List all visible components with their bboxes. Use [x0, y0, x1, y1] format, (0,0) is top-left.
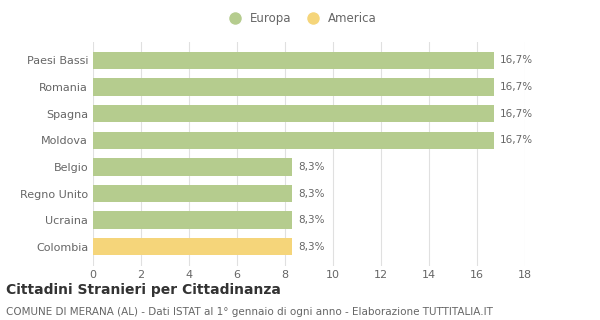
Bar [93, 78, 494, 96]
Bar [93, 132, 494, 149]
Text: 16,7%: 16,7% [500, 135, 533, 145]
Bar [93, 158, 292, 176]
Text: 16,7%: 16,7% [500, 55, 533, 65]
Text: COMUNE DI MERANA (AL) - Dati ISTAT al 1° gennaio di ogni anno - Elaborazione TUT: COMUNE DI MERANA (AL) - Dati ISTAT al 1°… [6, 307, 493, 317]
Bar [93, 238, 292, 255]
Text: 8,3%: 8,3% [298, 242, 325, 252]
Bar [93, 185, 292, 202]
Text: 16,7%: 16,7% [500, 82, 533, 92]
Text: 8,3%: 8,3% [298, 188, 325, 198]
Text: 16,7%: 16,7% [500, 109, 533, 119]
Legend: Europa, America: Europa, America [218, 7, 382, 30]
Text: 8,3%: 8,3% [298, 215, 325, 225]
Bar [93, 52, 494, 69]
Text: Cittadini Stranieri per Cittadinanza: Cittadini Stranieri per Cittadinanza [6, 283, 281, 297]
Text: 8,3%: 8,3% [298, 162, 325, 172]
Bar [93, 105, 494, 122]
Bar [93, 212, 292, 229]
